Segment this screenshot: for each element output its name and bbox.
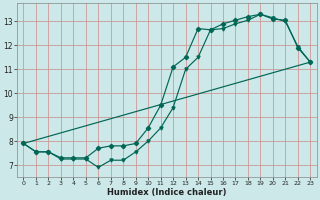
X-axis label: Humidex (Indice chaleur): Humidex (Indice chaleur) [107,188,227,197]
